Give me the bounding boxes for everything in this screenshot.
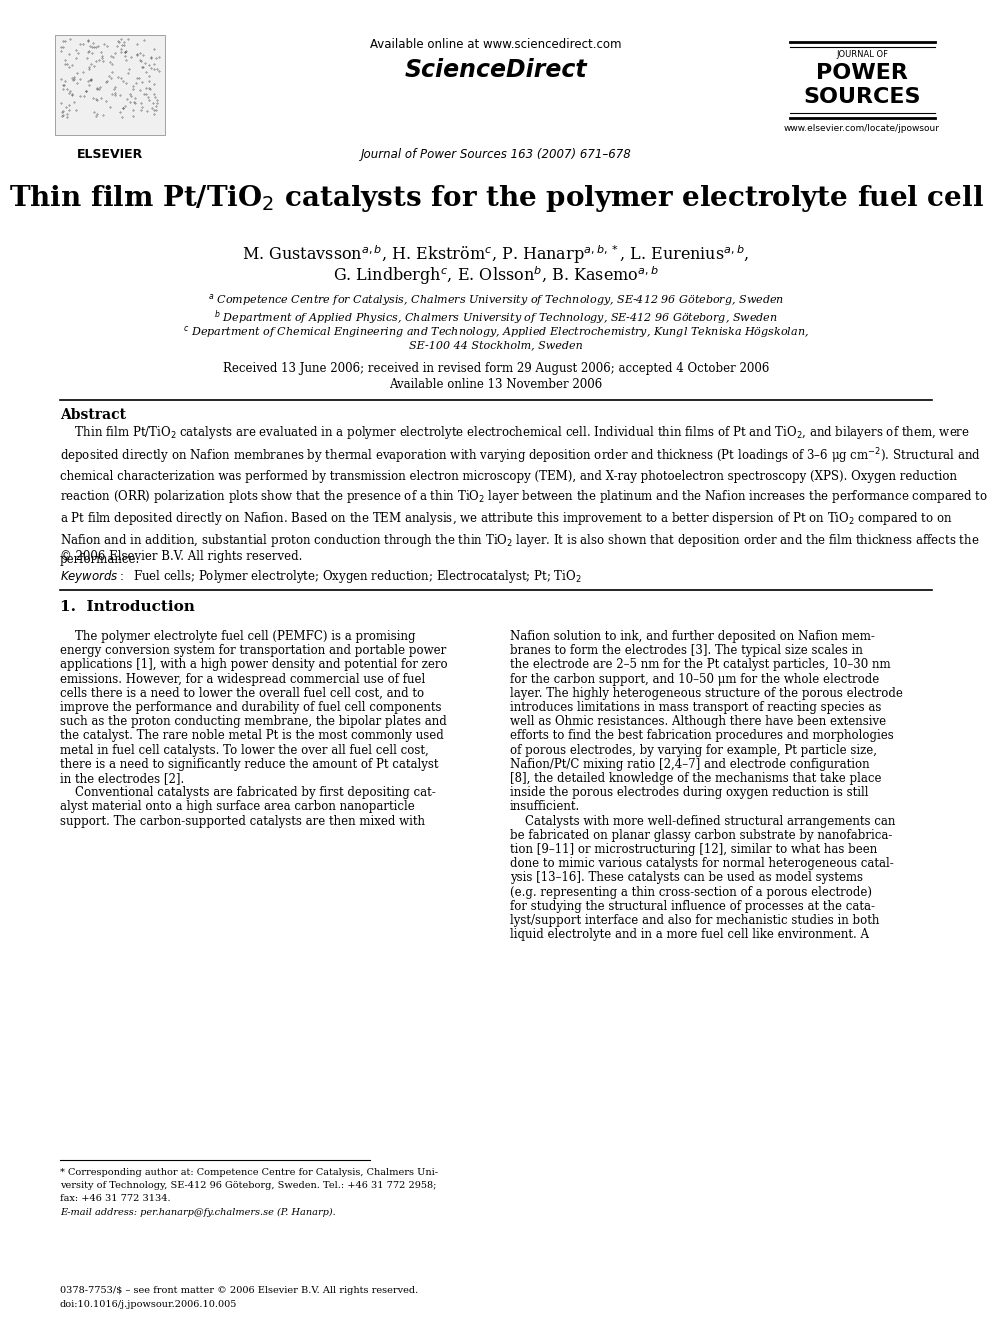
Text: The polymer electrolyte fuel cell (PEMFC) is a promising: The polymer electrolyte fuel cell (PEMFC… [60,630,416,643]
Text: Abstract: Abstract [60,407,126,422]
Text: support. The carbon-supported catalysts are then mixed with: support. The carbon-supported catalysts … [60,815,425,828]
Text: JOURNAL OF: JOURNAL OF [836,50,888,60]
Text: tion [9–11] or microstructuring [12], similar to what has been: tion [9–11] or microstructuring [12], si… [510,843,877,856]
Text: introduces limitations in mass transport of reacting species as: introduces limitations in mass transport… [510,701,881,714]
Text: Thin film Pt/TiO$_2$ catalysts for the polymer electrolyte fuel cell: Thin film Pt/TiO$_2$ catalysts for the p… [9,183,983,214]
Text: ELSEVIER: ELSEVIER [76,148,143,161]
Text: [8], the detailed knowledge of the mechanisms that take place: [8], the detailed knowledge of the mecha… [510,773,882,785]
Text: 0378-7753/$ – see front matter © 2006 Elsevier B.V. All rights reserved.: 0378-7753/$ – see front matter © 2006 El… [60,1286,419,1295]
Text: be fabricated on planar glassy carbon substrate by nanofabrica-: be fabricated on planar glassy carbon su… [510,828,893,841]
Text: M. Gustavsson$^{a,b}$, H. Ekström$^{c}$, P. Hanarp$^{a,b,*}$, L. Eurenius$^{a,b}: M. Gustavsson$^{a,b}$, H. Ekström$^{c}$,… [242,243,750,266]
Text: applications [1], with a high power density and potential for zero: applications [1], with a high power dens… [60,659,447,671]
Text: Journal of Power Sources 163 (2007) 671–678: Journal of Power Sources 163 (2007) 671–… [361,148,631,161]
Text: $\it{Keywords:}$  Fuel cells; Polymer electrolyte; Oxygen reduction; Electrocata: $\it{Keywords:}$ Fuel cells; Polymer ele… [60,568,581,585]
Text: $^{b}$ Department of Applied Physics, Chalmers University of Technology, SE-412 : $^{b}$ Department of Applied Physics, Ch… [214,308,778,327]
Text: $^{a}$ Competence Centre for Catalysis, Chalmers University of Technology, SE-41: $^{a}$ Competence Centre for Catalysis, … [208,292,784,308]
Bar [55,34,165,135]
Text: www.elsevier.com/locate/jpowsour: www.elsevier.com/locate/jpowsour [784,124,940,134]
Text: layer. The highly heterogeneous structure of the porous electrode: layer. The highly heterogeneous structur… [510,687,903,700]
Text: for studying the structural influence of processes at the cata-: for studying the structural influence of… [510,900,875,913]
Text: Received 13 June 2006; received in revised form 29 August 2006; accepted 4 Octob: Received 13 June 2006; received in revis… [223,363,769,374]
Text: ScienceDirect: ScienceDirect [405,58,587,82]
Text: alyst material onto a high surface area carbon nanoparticle: alyst material onto a high surface area … [60,800,415,814]
Text: inside the porous electrodes during oxygen reduction is still: inside the porous electrodes during oxyg… [510,786,869,799]
Text: SOURCES: SOURCES [804,87,921,107]
Text: of porous electrodes, by varying for example, Pt particle size,: of porous electrodes, by varying for exa… [510,744,877,757]
Text: Nafion solution to ink, and further deposited on Nafion mem-: Nafion solution to ink, and further depo… [510,630,875,643]
Text: Thin film Pt/TiO$_2$ catalysts are evaluated in a polymer electrolyte electroche: Thin film Pt/TiO$_2$ catalysts are evalu… [60,423,988,565]
Text: emissions. However, for a widespread commercial use of fuel: emissions. However, for a widespread com… [60,672,426,685]
Text: there is a need to significantly reduce the amount of Pt catalyst: there is a need to significantly reduce … [60,758,438,771]
Text: such as the proton conducting membrane, the bipolar plates and: such as the proton conducting membrane, … [60,716,446,728]
Text: branes to form the electrodes [3]. The typical size scales in: branes to form the electrodes [3]. The t… [510,644,863,658]
Text: doi:10.1016/j.jpowsour.2006.10.005: doi:10.1016/j.jpowsour.2006.10.005 [60,1301,237,1308]
Text: cells there is a need to lower the overall fuel cell cost, and to: cells there is a need to lower the overa… [60,687,425,700]
Text: E-mail address: per.hanarp@fy.chalmers.se (P. Hanarp).: E-mail address: per.hanarp@fy.chalmers.s… [60,1208,335,1217]
Text: lyst/support interface and also for mechanistic studies in both: lyst/support interface and also for mech… [510,914,879,927]
Text: $^{c}$ Department of Chemical Engineering and Technology, Applied Electrochemist: $^{c}$ Department of Chemical Engineerin… [183,324,809,340]
Text: insufficient.: insufficient. [510,800,580,814]
Text: for the carbon support, and 10–50 μm for the whole electrode: for the carbon support, and 10–50 μm for… [510,672,879,685]
Text: improve the performance and durability of fuel cell components: improve the performance and durability o… [60,701,441,714]
Text: Available online 13 November 2006: Available online 13 November 2006 [390,378,602,392]
Text: fax: +46 31 772 3134.: fax: +46 31 772 3134. [60,1193,171,1203]
Text: Conventional catalysts are fabricated by first depositing cat-: Conventional catalysts are fabricated by… [60,786,435,799]
Text: Nafion/Pt/C mixing ratio [2,4–7] and electrode configuration: Nafion/Pt/C mixing ratio [2,4–7] and ele… [510,758,870,771]
Text: ysis [13–16]. These catalysts can be used as model systems: ysis [13–16]. These catalysts can be use… [510,872,863,884]
Text: * Corresponding author at: Competence Centre for Catalysis, Chalmers Uni-: * Corresponding author at: Competence Ce… [60,1168,438,1177]
Text: efforts to find the best fabrication procedures and morphologies: efforts to find the best fabrication pro… [510,729,894,742]
Text: the electrode are 2–5 nm for the Pt catalyst particles, 10–30 nm: the electrode are 2–5 nm for the Pt cata… [510,659,891,671]
Text: in the electrodes [2].: in the electrodes [2]. [60,773,185,785]
Text: well as Ohmic resistances. Although there have been extensive: well as Ohmic resistances. Although ther… [510,716,886,728]
Text: Catalysts with more well-defined structural arrangements can: Catalysts with more well-defined structu… [510,815,896,828]
Text: metal in fuel cell catalysts. To lower the over all fuel cell cost,: metal in fuel cell catalysts. To lower t… [60,744,429,757]
Text: the catalyst. The rare noble metal Pt is the most commonly used: the catalyst. The rare noble metal Pt is… [60,729,443,742]
Text: energy conversion system for transportation and portable power: energy conversion system for transportat… [60,644,446,658]
Text: G. Lindbergh$^{c}$, E. Olsson$^{b}$, B. Kasemo$^{a,b}$: G. Lindbergh$^{c}$, E. Olsson$^{b}$, B. … [333,265,659,287]
Text: (e.g. representing a thin cross-section of a porous electrode): (e.g. representing a thin cross-section … [510,885,872,898]
Text: Available online at www.sciencedirect.com: Available online at www.sciencedirect.co… [370,38,622,52]
Text: versity of Technology, SE-412 96 Göteborg, Sweden. Tel.: +46 31 772 2958;: versity of Technology, SE-412 96 Götebor… [60,1181,436,1189]
Text: © 2006 Elsevier B.V. All rights reserved.: © 2006 Elsevier B.V. All rights reserved… [60,550,303,564]
Text: SE-100 44 Stockholm, Sweden: SE-100 44 Stockholm, Sweden [409,340,583,351]
Text: 1.  Introduction: 1. Introduction [60,601,194,614]
Text: POWER: POWER [816,64,908,83]
Text: liquid electrolyte and in a more fuel cell like environment. A: liquid electrolyte and in a more fuel ce… [510,929,869,941]
Text: done to mimic various catalysts for normal heterogeneous catal-: done to mimic various catalysts for norm… [510,857,894,871]
